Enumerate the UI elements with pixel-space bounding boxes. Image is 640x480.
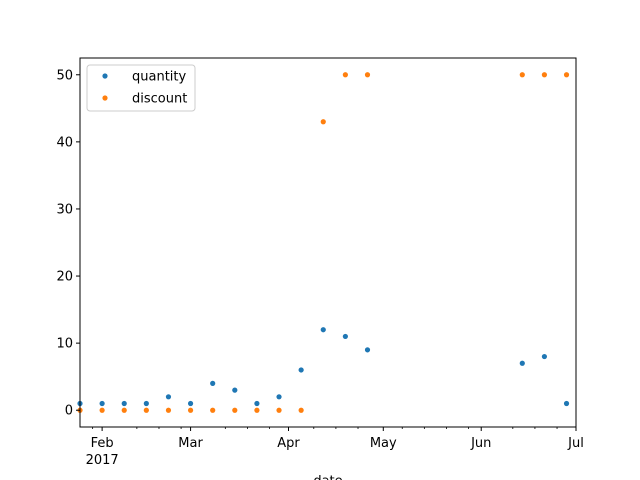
quantity-point (276, 394, 282, 400)
discount-point (210, 407, 216, 413)
legend: quantity discount (86, 64, 196, 112)
quantity-point (298, 367, 304, 373)
x-axis: Feb 2017 Mar Apr May Jun Jul (86, 427, 584, 468)
discount-point (320, 119, 326, 125)
x-tick-label: Mar (178, 436, 203, 451)
quantity-point (121, 400, 127, 407)
plot-area (77, 72, 570, 413)
legend-marker-quantity (102, 73, 108, 79)
discount-point (276, 407, 282, 413)
quantity-point (254, 400, 260, 407)
quantity-point (232, 387, 238, 393)
quantity-point (563, 400, 570, 407)
legend-label-discount: discount (132, 92, 187, 107)
quantity-point (210, 380, 216, 386)
discount-point (121, 407, 127, 413)
y-tick-label: 50 (56, 68, 73, 83)
y-tick-label: 10 (56, 337, 73, 352)
x-tick-label: Jun (470, 436, 491, 451)
quantity-point (541, 353, 548, 360)
quantity-point (143, 400, 149, 407)
x-tick-label: Jul (567, 436, 584, 451)
y-tick-label: 0 (65, 404, 73, 419)
y-tick-label: 40 (56, 135, 73, 150)
discount-point (342, 72, 348, 78)
discount-point (143, 407, 149, 413)
discount-point (232, 407, 238, 413)
x-tick-year-label: 2017 (86, 453, 119, 468)
legend-box (86, 64, 196, 112)
plot-frame (79, 57, 577, 428)
discount-point (298, 407, 304, 413)
discount-point (563, 72, 570, 78)
quantity-point (364, 347, 371, 353)
discount-point (99, 407, 105, 413)
series-quantity (77, 327, 570, 407)
discount-point (254, 407, 260, 413)
x-axis-label: date (313, 474, 342, 480)
legend-marker-discount (102, 95, 108, 101)
discount-point (541, 72, 548, 78)
quantity-point (99, 400, 105, 407)
quantity-point (165, 394, 172, 400)
x-tick-label: Apr (277, 436, 300, 451)
x-tick-label: Feb (91, 436, 114, 451)
quantity-point (187, 400, 194, 407)
quantity-point (342, 333, 348, 340)
legend-label-quantity: quantity (132, 70, 187, 85)
y-axis: 0 10 20 30 40 50 (56, 68, 80, 419)
y-tick-label: 20 (56, 270, 73, 285)
discount-point (364, 72, 371, 78)
series-discount (77, 72, 570, 413)
y-tick-label: 30 (56, 202, 73, 217)
quantity-point (320, 327, 326, 333)
discount-point (187, 407, 194, 413)
x-tick-label: May (370, 436, 397, 451)
discount-point (165, 407, 172, 413)
discount-point (519, 72, 525, 78)
quantity-point (519, 360, 525, 366)
